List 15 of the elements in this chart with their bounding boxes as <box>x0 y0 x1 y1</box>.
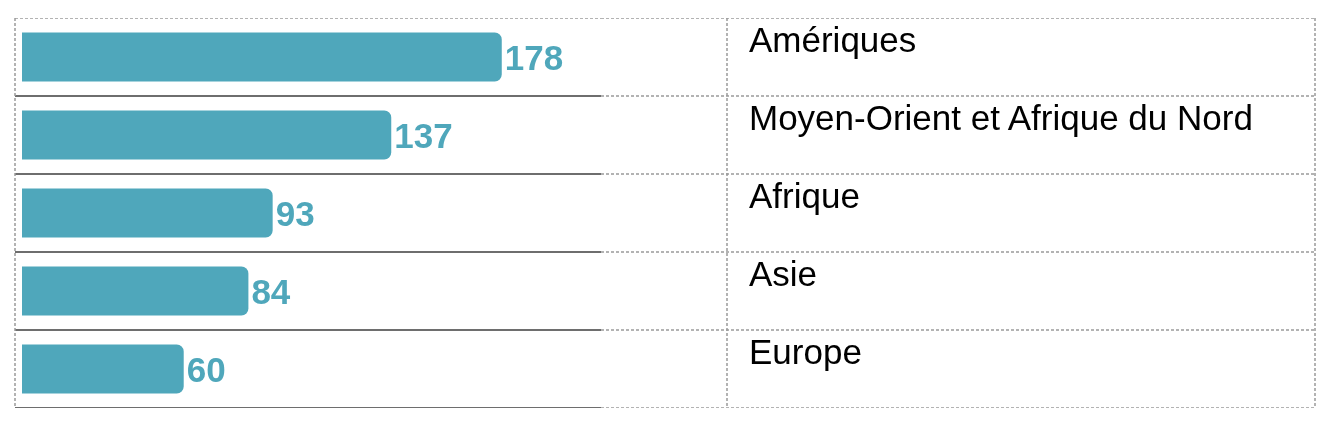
bar <box>22 266 249 316</box>
data-label: 60 <box>186 349 226 389</box>
data-label: 178 <box>504 37 564 77</box>
y-tick-label: Asie <box>749 254 818 293</box>
y-tick-label: Europe <box>749 332 862 371</box>
y-tick-label: Amériques <box>749 20 917 59</box>
y-tick-label: Moyen-Orient et Afrique du Nord <box>749 98 1253 137</box>
y-tick-label: Afrique <box>749 176 860 215</box>
data-label: 93 <box>275 193 315 233</box>
data-label: 84 <box>251 271 291 311</box>
bar <box>22 188 273 238</box>
bar <box>22 344 184 394</box>
data-label: 137 <box>394 115 453 155</box>
bar <box>22 110 392 160</box>
bar <box>22 32 502 82</box>
